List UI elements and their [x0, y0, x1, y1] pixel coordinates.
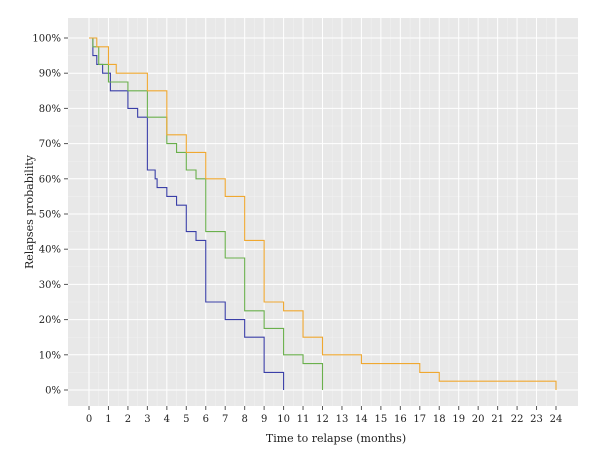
- x-tick-label: 8: [241, 414, 247, 425]
- x-tick-label: 20: [472, 414, 485, 425]
- y-tick-label: 20%: [39, 315, 61, 326]
- x-tick-label: 23: [530, 414, 543, 425]
- x-tick-label: 22: [511, 414, 524, 425]
- x-tick-label: 17: [413, 414, 426, 425]
- x-tick-label: 21: [491, 414, 504, 425]
- y-tick-label: 80%: [39, 104, 61, 115]
- y-tick-label: 10%: [39, 350, 61, 361]
- x-tick-label: 16: [394, 414, 407, 425]
- x-tick-label: 9: [261, 414, 267, 425]
- y-tick-label: 40%: [39, 245, 61, 256]
- x-tick-label: 7: [222, 414, 228, 425]
- x-tick-label: 13: [336, 414, 349, 425]
- y-tick-label: 70%: [39, 139, 61, 150]
- series-line-2: [92, 38, 324, 390]
- x-tick-label: 0: [86, 414, 92, 425]
- x-tick-label: 4: [164, 414, 170, 425]
- y-axis-title: Relapses probability: [23, 154, 36, 269]
- y-tick-label: 50%: [39, 210, 61, 221]
- x-tick-label: 10: [277, 414, 290, 425]
- x-tick-label: 15: [375, 414, 388, 425]
- x-tick-label: 2: [125, 414, 131, 425]
- x-tick-label: 5: [183, 414, 189, 425]
- y-tick-label: 0%: [45, 386, 61, 397]
- x-axis-title: Time to relapse (months): [266, 432, 406, 445]
- y-tick-label: 100%: [32, 34, 61, 45]
- y-tick-label: 30%: [39, 280, 61, 291]
- series-line-3: [89, 37, 557, 390]
- axes: 0 1 2 3 4 5 6 7 8 9 10 11 12 13 14 15 16 17 18 19 20 21 22 23 24…: [32, 34, 562, 426]
- x-tick-label: 11: [297, 414, 310, 425]
- x-tick-label: 6: [203, 414, 209, 425]
- y-tick-label: 60%: [39, 174, 61, 185]
- x-tick-label: 19: [452, 414, 465, 425]
- x-tick-label: 14: [355, 414, 368, 425]
- x-tick-label: 3: [144, 414, 150, 425]
- x-tick-label: 24: [550, 414, 563, 425]
- y-tick-label: 90%: [39, 69, 61, 80]
- series-group: [89, 37, 557, 390]
- x-tick-label: 12: [316, 414, 329, 425]
- x-tick-label: 18: [433, 414, 446, 425]
- x-tick-label: 1: [105, 414, 111, 425]
- series-line-1: [92, 38, 285, 390]
